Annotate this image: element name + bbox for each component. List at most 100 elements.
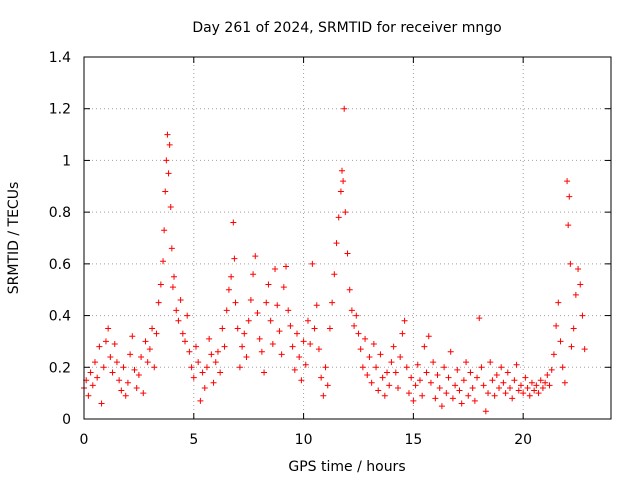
data-point [456, 387, 463, 394]
data-point [217, 369, 224, 376]
x-tick-label: 0 [80, 432, 89, 448]
x-tick-label: 10 [295, 432, 313, 448]
data-point [506, 384, 513, 391]
data-point [362, 335, 369, 342]
data-point [166, 141, 173, 148]
data-point [118, 387, 125, 394]
data-point [436, 384, 443, 391]
data-point [533, 382, 540, 389]
data-point [460, 377, 467, 384]
y-tick-label: 1 [62, 153, 71, 169]
data-point [329, 299, 336, 306]
data-point [403, 364, 410, 371]
data-point [162, 188, 169, 195]
data-point [85, 392, 92, 399]
axis-ticks: 0 0.2 0.4 0.6 0.8 1 1.2 1.4 0 5 10 15 20 [49, 50, 611, 448]
data-points [81, 105, 588, 415]
data-point [438, 403, 445, 410]
data-point [175, 317, 182, 324]
data-point [377, 351, 384, 358]
data-point [557, 338, 564, 345]
data-point [157, 281, 164, 288]
data-point [131, 366, 138, 373]
data-point [337, 188, 344, 195]
data-point [405, 390, 412, 397]
data-point [195, 359, 202, 366]
data-point [366, 353, 373, 360]
data-point [567, 260, 574, 267]
data-point [258, 348, 265, 355]
plot-frame [83, 56, 612, 420]
data-point [471, 397, 478, 404]
data-point [548, 366, 555, 373]
data-point [565, 222, 572, 229]
data-point [109, 369, 116, 376]
data-point [489, 377, 496, 384]
data-point [546, 382, 553, 389]
data-point [570, 325, 577, 332]
data-point [221, 343, 228, 350]
data-point [408, 374, 415, 381]
data-point [399, 330, 406, 337]
data-point [430, 359, 437, 366]
data-point [320, 392, 327, 399]
data-point [379, 374, 386, 381]
data-point [487, 359, 494, 366]
data-point [231, 255, 238, 262]
data-point [272, 266, 279, 273]
data-point [434, 372, 441, 379]
data-point [500, 379, 507, 386]
data-point [267, 317, 274, 324]
data-point [452, 382, 459, 389]
data-point [127, 351, 134, 358]
data-point [392, 369, 399, 376]
data-point [335, 214, 342, 221]
data-point [261, 369, 268, 376]
data-point [171, 273, 178, 280]
data-point [504, 369, 511, 376]
data-point [344, 250, 351, 257]
data-point [351, 322, 358, 329]
data-point [348, 307, 355, 314]
data-point [318, 374, 325, 381]
data-point [210, 379, 217, 386]
data-point [476, 315, 483, 322]
data-point [144, 359, 151, 366]
data-point [524, 384, 531, 391]
data-point [167, 203, 174, 210]
data-point [296, 353, 303, 360]
data-point [469, 384, 476, 391]
data-point [509, 395, 516, 402]
data-point [359, 364, 366, 371]
data-point [561, 379, 568, 386]
data-point [555, 299, 562, 306]
data-point [480, 382, 487, 389]
data-point [326, 325, 333, 332]
data-point [254, 309, 261, 316]
data-point [498, 364, 505, 371]
data-point [230, 219, 237, 226]
data-point [149, 325, 156, 332]
data-point [511, 377, 518, 384]
data-point [247, 297, 254, 304]
data-point [140, 390, 147, 397]
data-point [441, 364, 448, 371]
data-point [285, 307, 292, 314]
data-point [542, 379, 549, 386]
data-point [160, 258, 167, 265]
data-point [572, 291, 579, 298]
data-point [239, 343, 246, 350]
data-point [324, 382, 331, 389]
data-point [339, 167, 346, 174]
data-point [449, 395, 456, 402]
data-point [252, 253, 259, 260]
data-point [421, 343, 428, 350]
data-point [341, 105, 348, 112]
data-point [520, 390, 527, 397]
data-point [212, 359, 219, 366]
data-point [96, 343, 103, 350]
data-point [311, 325, 318, 332]
data-point [278, 351, 285, 358]
data-point [236, 364, 243, 371]
